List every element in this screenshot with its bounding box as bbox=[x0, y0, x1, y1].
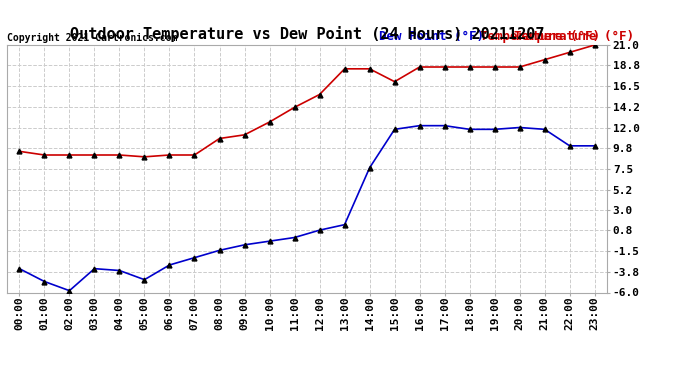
Text: Temperature (°F): Temperature (°F) bbox=[514, 30, 634, 42]
Text: Dew Point (°F): Dew Point (°F) bbox=[379, 30, 484, 42]
Text: Copyright 2021 Cartronics.com: Copyright 2021 Cartronics.com bbox=[7, 33, 177, 42]
Title: Outdoor Temperature vs Dew Point (24 Hours) 20211207: Outdoor Temperature vs Dew Point (24 Hou… bbox=[70, 27, 544, 42]
Text: Temperature (°F): Temperature (°F) bbox=[480, 30, 607, 42]
